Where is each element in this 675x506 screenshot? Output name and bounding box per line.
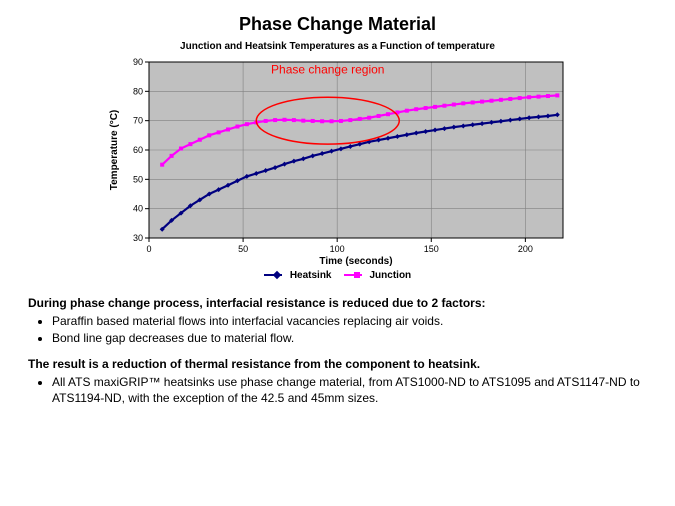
svg-text:60: 60 xyxy=(132,145,142,155)
svg-text:0: 0 xyxy=(146,244,151,254)
page-title: Phase Change Material xyxy=(28,14,647,35)
svg-text:50: 50 xyxy=(238,244,248,254)
slide: Phase Change Material Junction and Heats… xyxy=(0,0,675,506)
chart-container: Junction and Heatsink Temperatures as a … xyxy=(103,41,573,281)
svg-text:100: 100 xyxy=(329,244,344,254)
svg-text:200: 200 xyxy=(517,244,532,254)
legend-item: Junction xyxy=(344,270,412,281)
svg-text:Phase change region: Phase change region xyxy=(271,63,384,77)
svg-text:90: 90 xyxy=(132,57,142,67)
bullet-item: Bond line gap decreases due to material … xyxy=(52,330,647,346)
legend-label: Heatsink xyxy=(290,270,332,281)
svg-text:Time (seconds): Time (seconds) xyxy=(319,256,392,266)
bullet-item: All ATS maxiGRIP™ heatsinks use phase ch… xyxy=(52,374,647,406)
legend-label: Junction xyxy=(370,270,412,281)
paragraph-2-bullets: All ATS maxiGRIP™ heatsinks use phase ch… xyxy=(52,374,647,406)
body-text: During phase change process, interfacial… xyxy=(28,295,647,407)
svg-text:70: 70 xyxy=(132,116,142,126)
svg-text:150: 150 xyxy=(423,244,438,254)
paragraph-1-lead: During phase change process, interfacial… xyxy=(28,295,647,311)
chart-svg: 30 40 50 60 70 80 90 0 50 100 150 200 Time (seconds)… xyxy=(103,56,573,266)
svg-text:50: 50 xyxy=(132,174,142,184)
chart: 30 40 50 60 70 80 90 0 50 100 150 200 Time (seconds)… xyxy=(103,56,573,266)
legend-item: Heatsink xyxy=(264,270,332,281)
chart-legend: Heatsink Junction xyxy=(103,268,573,281)
svg-text:80: 80 xyxy=(132,86,142,96)
paragraph-2-lead: The result is a reduction of thermal res… xyxy=(28,356,647,372)
svg-text:30: 30 xyxy=(132,233,142,243)
paragraph-1-bullets: Paraffin based material flows into inter… xyxy=(52,313,647,346)
bullet-item: Paraffin based material flows into inter… xyxy=(52,313,647,329)
chart-title: Junction and Heatsink Temperatures as a … xyxy=(103,41,573,52)
svg-text:40: 40 xyxy=(132,204,142,214)
svg-text:Temperature (°C): Temperature (°C) xyxy=(109,110,120,191)
